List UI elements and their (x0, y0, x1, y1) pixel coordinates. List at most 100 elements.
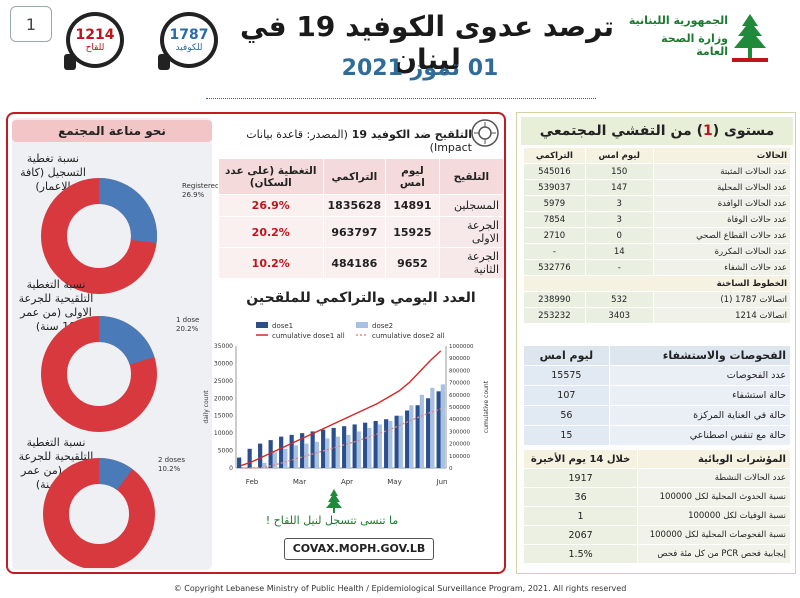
row-label: عدد الحالات النشطة (637, 468, 791, 488)
table-row: نسبة الوفيات لكل 100000 1 (522, 506, 791, 526)
bar-dose1 (237, 457, 242, 468)
dose1-note-label: 1 dose (176, 316, 200, 324)
value-cell: 2067 (522, 525, 639, 545)
row-label: اتصالات 1787 (1) (652, 291, 792, 308)
y2-tick-label: 500000 (449, 405, 470, 411)
bar-dose2 (398, 415, 403, 468)
coverage-cell: 20.2% (218, 216, 324, 248)
legend-swatch (256, 322, 268, 328)
dose1-donut-covered (41, 316, 157, 432)
header-cell: التلقيح (438, 158, 505, 195)
y2-axis-label: cumulative count (483, 380, 490, 433)
value-cell: 1.5% (522, 544, 639, 564)
registered-donut-covered (41, 178, 157, 294)
x-month-label: Mar (293, 478, 306, 486)
cases-table: الحالات ليوم امس التراكمي عدد الحالات ال… (523, 147, 792, 324)
yesterday-cell: 150 (584, 163, 654, 180)
vaccination-table-header: التلقيح ليوم امس التراكمي التغطية (على ع… (218, 158, 505, 195)
covax-link[interactable]: COVAX.MOPH.GOV.LB (284, 538, 434, 560)
value-cell: 36 (522, 487, 639, 507)
header-divider (206, 98, 596, 99)
row-label: إيجابية فحص PCR من كل مئة فحص (637, 544, 791, 564)
bar-dose1 (247, 448, 252, 468)
bar-dose1 (279, 436, 284, 468)
bar-dose2 (430, 387, 435, 468)
header-cell: ليوم امس (584, 147, 654, 164)
y2-tick-label: 200000 (449, 442, 470, 448)
row-label: عدد الحالات الوافدة (652, 195, 792, 212)
tests-table: الفحوصات والاستشفاء ليوم امس عدد الفحوصا… (523, 345, 792, 446)
covid-hotline-badge: 1787 للكوفيد (158, 12, 218, 70)
y-tick-label: 30000 (214, 360, 233, 367)
y-axis-label: daily count (203, 390, 210, 424)
row-label: نسبة الحدوث المحلية لكل 100000 (637, 487, 791, 507)
y2-tick-label: 600000 (449, 393, 470, 399)
bar-dose1 (310, 431, 315, 468)
bar-dose2 (293, 445, 298, 468)
bar-dose1 (331, 427, 336, 468)
bar-dose2 (440, 384, 445, 468)
copyright-footer: © Copyright Lebanese Ministry of Public … (173, 584, 627, 593)
row-label: عدد الحالات المثبتة (652, 163, 792, 180)
legend-label: cumulative dose2 all (372, 332, 445, 340)
dose1-note-value: 20.2% (176, 325, 199, 333)
coverage-cell: 10.2% (218, 247, 324, 279)
chart-title: العدد اليومي والتراكمي للملقحين (246, 290, 476, 306)
cases-table-header: الحالات ليوم امس التراكمي (523, 147, 792, 164)
y2-tick-label: 1000000 (449, 344, 474, 350)
row-label: عدد الفحوصات (608, 365, 792, 386)
value-cell: 15575 (523, 365, 610, 386)
hotlines-heading-row: الخطوط الساخنة (523, 275, 791, 292)
covid-hotline-label: للكوفيد (175, 42, 203, 53)
dose1-note: 1 dose 20.2% (176, 316, 199, 334)
y-tick-label: 25000 (214, 378, 233, 385)
y-tick-label: 20000 (214, 395, 233, 402)
tests-table-header: الفحوصات والاستشفاء ليوم امس (523, 345, 792, 366)
cumulative-cell: - (523, 243, 586, 260)
table-row: اتصالات 1787 (1) 532 238990 (523, 291, 792, 308)
table-row: عدد الحالات المثبتة 150 545016 (523, 163, 792, 180)
row-label: عدد حالات الشفاء (652, 259, 792, 276)
x-month-label: Jun (436, 478, 448, 486)
x-month-label: May (387, 478, 401, 486)
cumulative-cell: 545016 (523, 163, 586, 180)
header-cell: التراكمي (523, 147, 586, 164)
tests-heading: الفحوصات والاستشفاء (608, 345, 792, 366)
yesterday-cell: 3403 (584, 307, 654, 324)
dose2-note-value: 10.2% (158, 465, 181, 473)
y2-tick-label: 800000 (449, 368, 470, 374)
yesterday-cell: 0 (584, 227, 654, 244)
row-label: نسبة الفحوصات المحلية لكل 100000 (637, 525, 791, 545)
vaccine-hotline-label: للقاح (85, 42, 105, 53)
bar-dose1 (352, 424, 357, 468)
y-tick-label: 0 (229, 465, 233, 472)
row-label: عدد الحالات المحلية (652, 179, 792, 196)
vaccination-title-text: التلقيح ضد الكوفيد 19 (351, 128, 472, 141)
dose2-donut (43, 458, 155, 568)
row-label: اتصالات 1214 (652, 307, 792, 324)
bar-dose2 (346, 434, 351, 468)
table-row: نسبة الحدوث المحلية لكل 100000 36 (522, 487, 791, 507)
value-cell: 107 (523, 385, 610, 406)
row-label: حالة مع تنفس اصطناعي (608, 425, 792, 446)
vaccine-hotline-badge: 1214 للقاح (64, 12, 124, 70)
yesterday-cell: 9652 (385, 247, 440, 279)
y2-tick-label: 900000 (449, 356, 470, 362)
registered-note-value: 26.9% (182, 191, 205, 199)
ministry-line-1: الجمهورية اللبنانية (628, 14, 728, 27)
cumulative-cell: 532776 (523, 259, 586, 276)
yesterday-cell: 147 (584, 179, 654, 196)
covid-hotline-number: 1787 (169, 26, 209, 43)
legend-label: cumulative dose1 all (272, 332, 345, 340)
value-cell: 15 (523, 425, 610, 446)
vaccination-title: التلقيح ضد الكوفيد 19 (المصدر: قاعدة بيا… (222, 128, 472, 154)
indicators-table-header: المؤشرات الوبائية خلال 14 يوم الأخيرة (522, 449, 791, 469)
bar-dose1 (268, 440, 273, 468)
virus-icon (471, 119, 499, 147)
header-cell: ليوم امس (385, 158, 440, 195)
cumulative-cell: 2710 (523, 227, 586, 244)
bar-dose1 (405, 410, 410, 468)
community-spread-panel: مستوى (1) من التفشي المجتمعي الحالات ليو… (516, 112, 796, 574)
table-row: إيجابية فحص PCR من كل مئة فحص 1.5% (522, 544, 791, 564)
header-cell: الحالات (652, 147, 792, 164)
